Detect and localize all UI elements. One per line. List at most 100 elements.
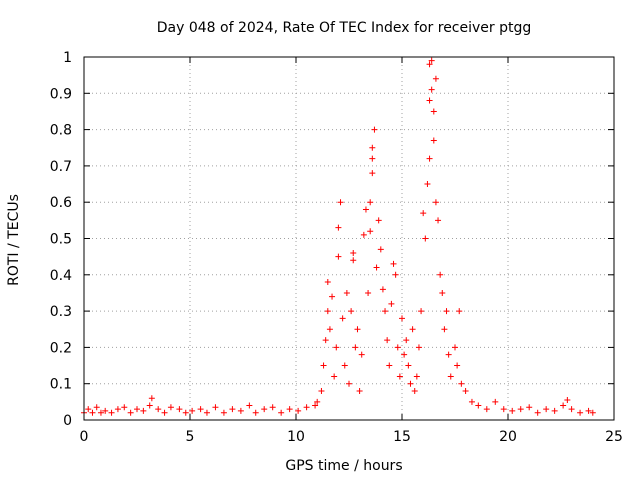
data-point — [407, 380, 414, 387]
plot-frame — [83, 56, 615, 421]
data-point — [286, 406, 293, 413]
y-tick-label: 0.1 — [50, 377, 72, 393]
data-point — [543, 406, 550, 413]
x-tick-label: 0 — [80, 429, 89, 445]
data-point — [97, 409, 104, 416]
data-point — [435, 217, 442, 224]
data-point — [413, 373, 420, 380]
data-point — [335, 253, 342, 260]
data-point — [428, 86, 435, 93]
data-point — [367, 228, 374, 235]
y-axis-label: ROTI / TECUs — [6, 194, 22, 286]
data-point — [148, 395, 155, 402]
data-point — [358, 351, 365, 358]
data-point — [589, 409, 596, 416]
data-point — [350, 257, 357, 264]
data-point — [432, 199, 439, 206]
data-point — [430, 137, 437, 144]
data-point — [585, 407, 592, 414]
data-point — [339, 315, 346, 322]
data-point — [140, 407, 147, 414]
data-point — [445, 351, 452, 358]
data-point — [475, 402, 482, 409]
data-point — [560, 402, 567, 409]
data-point — [509, 407, 516, 414]
data-point — [422, 235, 429, 242]
data-point — [108, 409, 115, 416]
data-point — [403, 337, 410, 344]
data-point — [452, 344, 458, 351]
data-point — [369, 155, 376, 162]
data-point — [382, 308, 389, 315]
data-point — [430, 108, 437, 115]
data-point — [375, 217, 382, 224]
data-point — [102, 407, 109, 414]
data-point — [312, 402, 319, 409]
data-point — [89, 409, 96, 416]
data-point — [426, 61, 433, 68]
y-tick-label: 0.4 — [50, 268, 72, 284]
data-point — [176, 406, 183, 413]
data-point — [295, 407, 302, 414]
data-point — [483, 406, 490, 413]
data-point — [405, 362, 412, 369]
data-point — [329, 293, 336, 300]
x-tick-label: 10 — [287, 429, 305, 445]
data-point — [331, 373, 338, 380]
data-point — [134, 406, 140, 413]
data-point — [534, 409, 541, 416]
data-point — [246, 402, 253, 409]
data-point — [335, 224, 342, 231]
data-point — [439, 289, 446, 296]
data-point — [320, 362, 327, 369]
x-tick-label: 25 — [605, 429, 623, 445]
data-point — [261, 406, 268, 413]
data-point — [428, 57, 435, 64]
data-point — [420, 210, 427, 217]
data-point — [155, 406, 162, 413]
data-point — [333, 344, 340, 351]
data-point — [437, 271, 444, 278]
y-tick-label: 0.7 — [50, 159, 72, 175]
grid — [84, 57, 614, 420]
data-point — [396, 373, 403, 380]
data-point — [229, 406, 236, 413]
y-tick-label: 0.9 — [50, 86, 72, 102]
data-point — [269, 404, 276, 411]
data-point — [237, 407, 244, 414]
data-point — [456, 308, 463, 315]
data-point — [85, 406, 92, 413]
data-point — [411, 387, 418, 394]
data-point — [189, 407, 196, 414]
data-point — [303, 404, 310, 411]
data-point — [167, 404, 174, 411]
data-point — [386, 362, 393, 369]
data-point — [197, 406, 204, 413]
y-tick-label: 1 — [63, 50, 72, 66]
data-point — [356, 387, 363, 394]
data-point — [360, 231, 367, 238]
data-point — [314, 398, 321, 405]
data-point — [462, 387, 469, 394]
data-point — [324, 308, 331, 315]
y-tick-label: 0.6 — [50, 195, 72, 211]
series-points — [81, 57, 596, 416]
data-point — [432, 75, 439, 82]
data-point — [418, 308, 425, 315]
data-point — [441, 326, 448, 333]
data-point — [337, 199, 344, 206]
data-point — [377, 246, 384, 253]
data-point — [443, 308, 450, 315]
data-point — [426, 155, 433, 162]
data-point — [127, 409, 134, 416]
data-point — [278, 409, 285, 416]
data-point — [212, 404, 219, 411]
x-tick-label: 20 — [499, 429, 517, 445]
data-point — [182, 409, 189, 416]
data-point — [121, 404, 128, 411]
data-point — [500, 406, 507, 413]
data-point — [392, 271, 399, 278]
data-point — [352, 344, 359, 351]
x-axis-label: GPS time / hours — [285, 458, 402, 474]
